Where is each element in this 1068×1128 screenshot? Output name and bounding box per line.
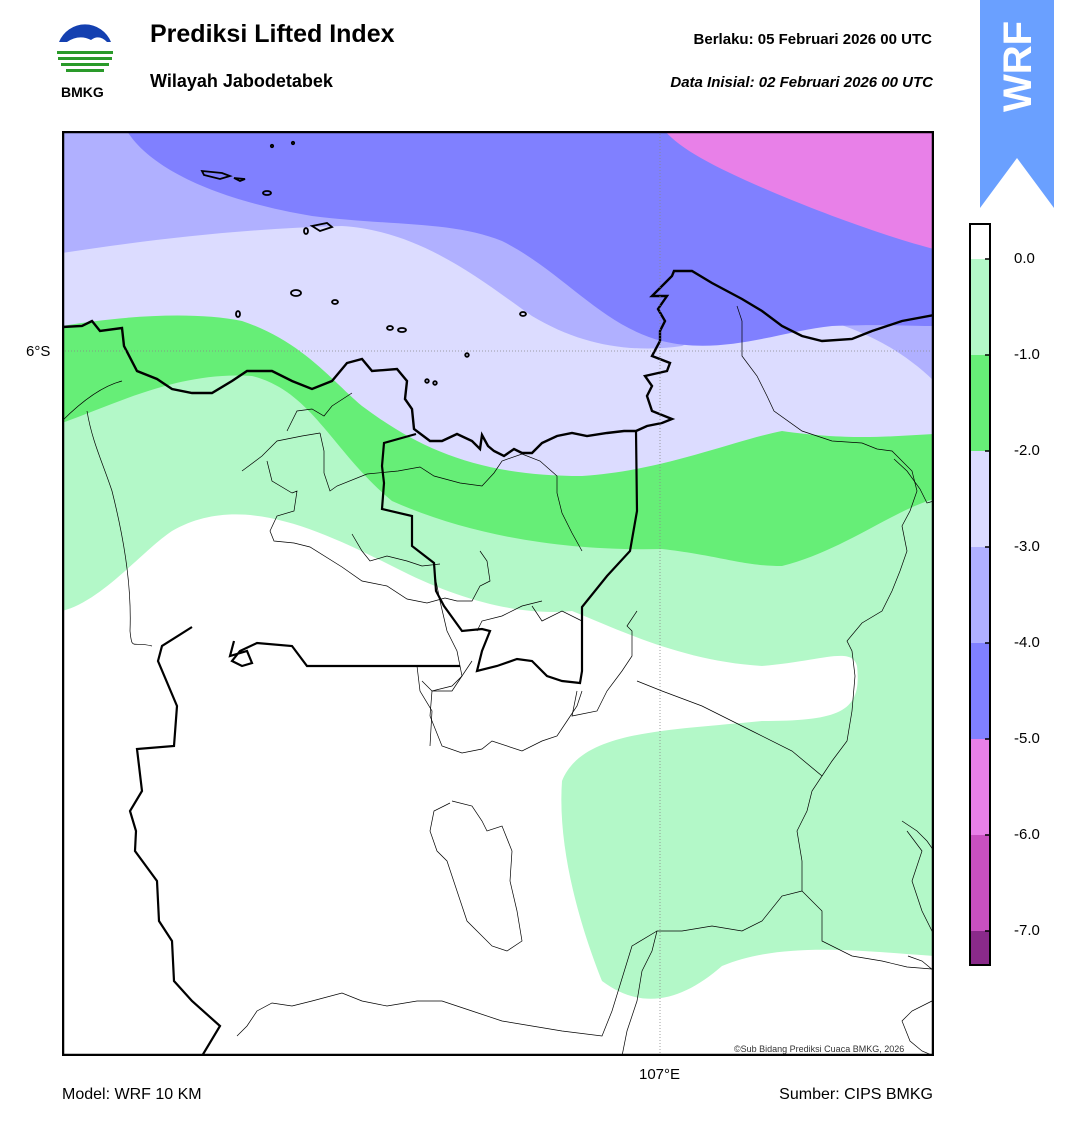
map-title: Prediksi Lifted Index bbox=[150, 20, 395, 48]
province-border-banten bbox=[380, 430, 639, 685]
colorbar-tick-label: -4.0 bbox=[1014, 634, 1040, 651]
district-borders bbox=[62, 305, 934, 1056]
colorbar-tick-label: -6.0 bbox=[1014, 826, 1040, 843]
colorbar-tick-label: 0.0 bbox=[1014, 250, 1035, 267]
colorbar bbox=[969, 223, 991, 966]
colorbar-frame bbox=[969, 223, 991, 966]
logo-text: BMKG bbox=[61, 84, 104, 100]
colorbar-segment-3 bbox=[969, 547, 991, 643]
colorbar-segment-6 bbox=[969, 835, 991, 931]
wrf-badge: WRF bbox=[980, 0, 1054, 208]
init-time: Data Inisial: 02 Februari 2026 00 UTC bbox=[670, 74, 933, 91]
colorbar-segment-above-zero bbox=[969, 223, 991, 259]
colorbar-segment-2 bbox=[969, 451, 991, 547]
map-panel bbox=[62, 131, 934, 1056]
contour-band-4-to-5 bbox=[127, 131, 934, 346]
coastline bbox=[62, 269, 934, 458]
colorbar-tick-label: -2.0 bbox=[1014, 442, 1040, 459]
contour-band-5-to-6 bbox=[665, 131, 934, 249]
valid-time: Berlaku: 05 Februari 2026 00 UTC bbox=[693, 31, 932, 48]
colorbar-segment-0 bbox=[969, 259, 991, 355]
latitude-label: 6°S bbox=[26, 343, 51, 360]
colorbar-segment-4 bbox=[969, 643, 991, 739]
wrf-badge-text: WRF bbox=[996, 21, 1040, 112]
bmkg-logo bbox=[53, 22, 117, 84]
island-group bbox=[200, 140, 527, 386]
copyright-text: ©Sub Bidang Prediksi Cuaca BMKG, 2026 bbox=[734, 1044, 905, 1054]
colorbar-tick-label: -1.0 bbox=[1014, 346, 1040, 363]
longitude-label: 107°E bbox=[639, 1066, 681, 1083]
map-frame bbox=[62, 131, 934, 1056]
colorbar-tick-label: -5.0 bbox=[1014, 730, 1040, 747]
model-label: Model: WRF 10 KM bbox=[62, 1086, 202, 1103]
colorbar-tick-label: -7.0 bbox=[1014, 922, 1040, 939]
source-label: Sumber: CIPS BMKG bbox=[779, 1086, 933, 1103]
colorbar-tick-label: -3.0 bbox=[1014, 538, 1040, 555]
province-border-jabar bbox=[128, 626, 460, 1056]
colorbar-segment-1 bbox=[969, 355, 991, 451]
map-subtitle: Wilayah Jabodetabek bbox=[150, 71, 333, 91]
colorbar-segment-7 bbox=[969, 931, 991, 966]
colorbar-segment-5 bbox=[969, 739, 991, 835]
